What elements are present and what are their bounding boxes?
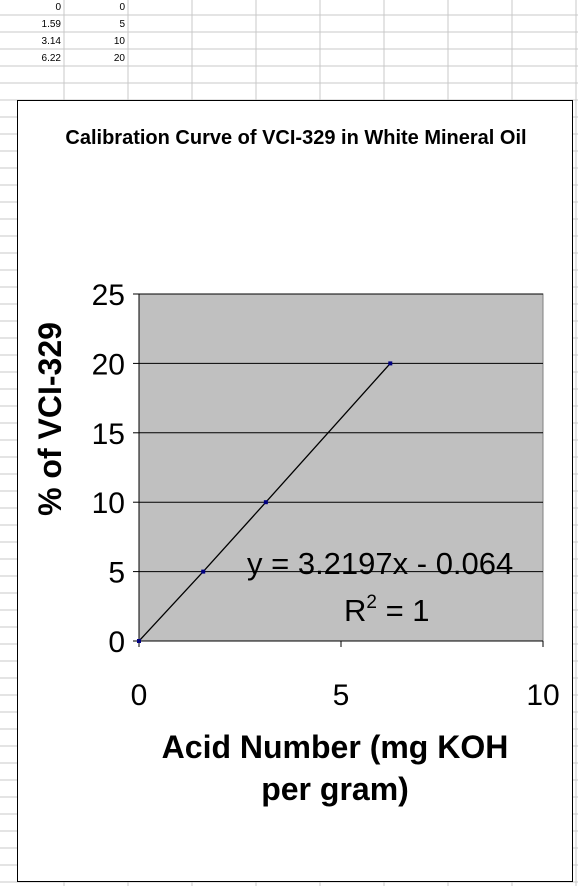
cell-a4[interactable]: 6.22 [41, 53, 61, 64]
trendline-equation: y = 3.2197x - 0.064 [247, 546, 513, 581]
data-point[interactable] [263, 500, 268, 505]
cell-b3[interactable]: 10 [113, 36, 125, 47]
chart-title: Calibration Curve of VCI-329 in White Mi… [65, 127, 527, 149]
y-tick-label: 20 [92, 348, 125, 381]
data-point[interactable] [388, 361, 393, 366]
cell-b2[interactable]: 5 [119, 19, 125, 30]
data-point[interactable] [137, 639, 141, 643]
chart-area[interactable]: Calibration Curve of VCI-329 in White Mi… [17, 100, 573, 882]
x-axis-title: Acid Number (mg KOH per gram) [162, 729, 509, 807]
cell-a1[interactable]: 0 [55, 2, 61, 13]
y-tick-label: 15 [92, 418, 125, 451]
cell-b4[interactable]: 20 [113, 53, 125, 64]
y-axis-title: % of VCI-329 [32, 322, 68, 516]
series-line [138, 362, 391, 642]
cell-a2[interactable]: 1.59 [41, 19, 61, 30]
plot-background [138, 293, 544, 642]
cell-a3[interactable]: 3.14 [41, 36, 61, 47]
x-tick-label: 5 [333, 679, 350, 712]
data-point[interactable] [201, 569, 206, 574]
y-tick-label: 10 [92, 487, 125, 520]
x-tick-label: 0 [131, 679, 148, 712]
y-tick-label: 5 [108, 557, 125, 590]
y-tick-label: 0 [108, 626, 125, 659]
cell-b1[interactable]: 0 [119, 2, 125, 13]
x-tick-label: 10 [526, 679, 559, 712]
chart-plot: 0 5 10 15 20 25 0 5 10 y = 3.2197x - 0.064 R2 = 1 A… [32, 279, 560, 807]
trendline-r-squared: R2 = 1 [344, 592, 430, 628]
y-tick-label: 25 [92, 279, 125, 312]
